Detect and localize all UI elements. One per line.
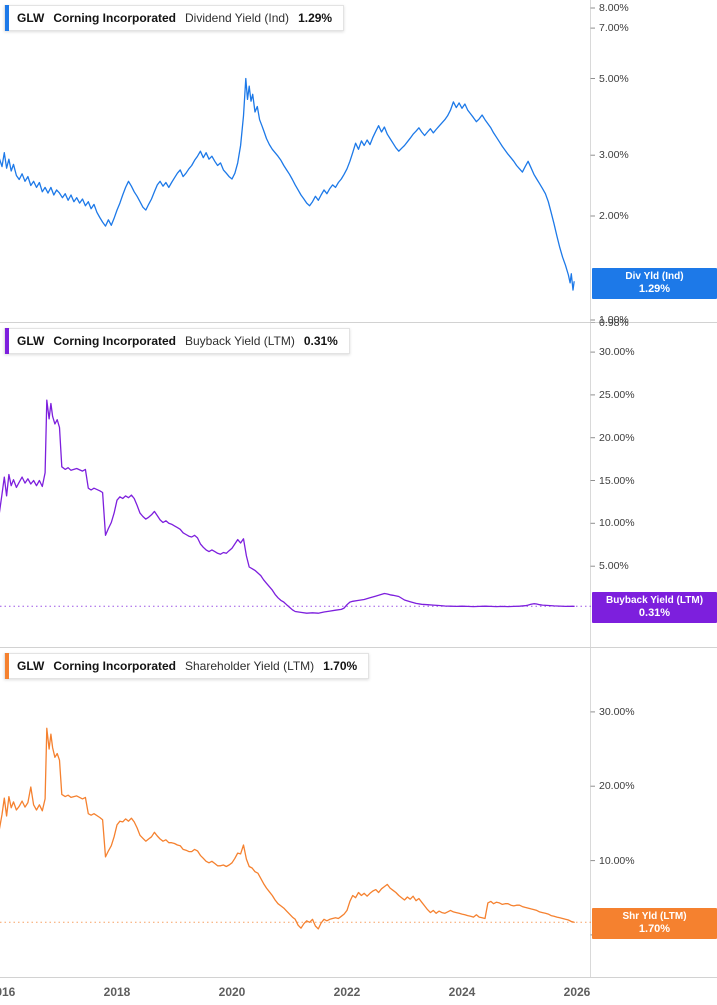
x-tick-label: 2016 xyxy=(0,985,16,999)
y-tick-label: 3.00% xyxy=(599,149,629,162)
flag-metric-value: 1.29% xyxy=(638,282,671,295)
panel-dividend-yield: GLW Corning Incorporated Dividend Yield … xyxy=(0,0,717,329)
flag-metric-value: 1.70% xyxy=(638,923,671,936)
legend-shareholder-yield[interactable]: GLW Corning Incorporated Shareholder Yie… xyxy=(4,653,370,679)
metric-value: 1.29% xyxy=(298,11,333,25)
flag-metric-label: Div Yld (Ind) xyxy=(625,270,684,282)
metric-value: 1.70% xyxy=(323,659,358,673)
company-name: Corning Incorporated xyxy=(53,334,176,348)
company-name: Corning Incorporated xyxy=(53,659,176,673)
x-tick-label: 2022 xyxy=(333,985,361,999)
ticker-symbol: GLW xyxy=(17,659,45,673)
metric-value: 0.31% xyxy=(303,334,338,348)
last-value-flag-buyback-yield: Buyback Yield (LTM) 0.31% xyxy=(592,592,717,624)
y-tick-label: 20.00% xyxy=(599,431,635,444)
legend-accent-bar xyxy=(5,653,9,679)
x-tick-label: 2026 xyxy=(563,985,591,999)
last-value-flag-dividend-yield: Div Yld (Ind) 1.29% xyxy=(592,267,717,299)
flag-metric-label: Buyback Yield (LTM) xyxy=(605,595,704,607)
x-axis: 2016 2018 2020 2022 2024 2026 xyxy=(0,978,717,1005)
y-tick-label: 30.00% xyxy=(599,346,635,359)
metric-name: Dividend Yield (Ind) xyxy=(185,11,290,25)
flag-metric-value: 0.31% xyxy=(638,607,671,620)
panel-shareholder-yield: GLW Corning Incorporated Shareholder Yie… xyxy=(0,648,717,978)
company-name: Corning Incorporated xyxy=(53,11,176,25)
ticker-symbol: GLW xyxy=(17,334,45,348)
x-tick-label: 2020 xyxy=(218,985,246,999)
x-tick-label: 2024 xyxy=(448,985,476,999)
y-tick-label: 0.98% xyxy=(599,317,629,329)
y-tick-label: 8.00% xyxy=(599,2,629,15)
y-tick-label: 5.00% xyxy=(599,560,629,573)
y-tick-label: 30.00% xyxy=(599,705,635,718)
metric-name: Buyback Yield (LTM) xyxy=(185,334,295,348)
y-tick-label: 10.00% xyxy=(599,854,635,867)
y-tick-label: 15.00% xyxy=(599,474,635,487)
last-value-flag-shareholder-yield: Shr Yld (LTM) 1.70% xyxy=(592,908,717,940)
buyback-yield-plot[interactable] xyxy=(0,323,717,648)
legend-accent-bar xyxy=(5,328,9,354)
y-tick-label: 1.00% xyxy=(599,313,629,326)
shareholder-yield-plot[interactable] xyxy=(0,648,717,978)
metric-name: Shareholder Yield (LTM) xyxy=(185,659,315,673)
ticker-symbol: GLW xyxy=(17,11,45,25)
panel-buyback-yield: GLW Corning Incorporated Buyback Yield (… xyxy=(0,323,717,648)
y-tick-label: 5.00% xyxy=(599,72,629,85)
y-tick-label: 20.00% xyxy=(599,780,635,793)
legend-dividend-yield[interactable]: GLW Corning Incorporated Dividend Yield … xyxy=(4,5,345,31)
flag-metric-label: Shr Yld (LTM) xyxy=(622,911,687,923)
legend-accent-bar xyxy=(5,5,9,31)
y-tick-label: 10.00% xyxy=(599,517,635,530)
y-tick-label: 2.00% xyxy=(599,209,629,222)
legend-buyback-yield[interactable]: GLW Corning Incorporated Buyback Yield (… xyxy=(4,328,350,354)
x-tick-label: 2018 xyxy=(103,985,131,999)
dividend-yield-plot[interactable] xyxy=(0,0,717,323)
y-tick-label: 25.00% xyxy=(599,388,635,401)
y-tick-label: 7.00% xyxy=(599,22,629,35)
